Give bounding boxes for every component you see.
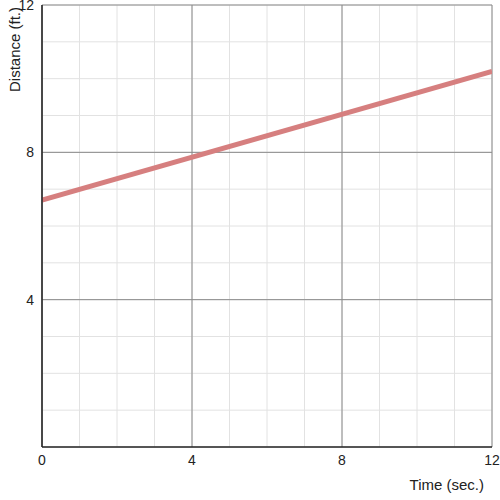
svg-text:12: 12 xyxy=(484,452,492,468)
svg-text:0: 0 xyxy=(38,452,46,468)
svg-text:4: 4 xyxy=(188,452,196,468)
svg-text:4: 4 xyxy=(26,292,34,308)
svg-text:Time (sec.): Time (sec.) xyxy=(410,476,484,493)
svg-text:8: 8 xyxy=(26,144,34,160)
svg-text:12: 12 xyxy=(18,0,34,13)
svg-text:Distance (ft.): Distance (ft.) xyxy=(8,7,23,92)
svg-text:8: 8 xyxy=(338,452,346,468)
